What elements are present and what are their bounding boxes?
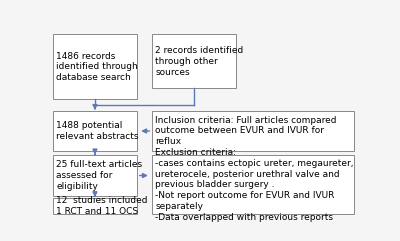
FancyBboxPatch shape [53,198,137,214]
FancyBboxPatch shape [53,155,137,196]
Text: 12  studies included
1 RCT and 11 OCS: 12 studies included 1 RCT and 11 OCS [56,196,148,216]
FancyBboxPatch shape [53,111,137,151]
FancyBboxPatch shape [53,34,137,100]
Text: Exclusion criteria:
-cases contains ectopic ureter, megaureter,
ureterocele, pos: Exclusion criteria: -cases contains ecto… [155,148,354,221]
FancyBboxPatch shape [152,34,236,88]
Text: 25 full-text articles
assessed for
eligibility: 25 full-text articles assessed for eligi… [56,160,142,191]
FancyBboxPatch shape [152,111,354,151]
Text: 1488 potential
relevant abstracts: 1488 potential relevant abstracts [56,121,139,141]
Text: Inclusion criteria: Full articles compared
outcome between EVUR and IVUR for
ref: Inclusion criteria: Full articles compar… [155,116,337,146]
FancyBboxPatch shape [152,155,354,214]
Text: 1486 records
identified through
database search: 1486 records identified through database… [56,52,138,82]
Text: 2 records identified
through other
sources: 2 records identified through other sourc… [155,46,244,77]
